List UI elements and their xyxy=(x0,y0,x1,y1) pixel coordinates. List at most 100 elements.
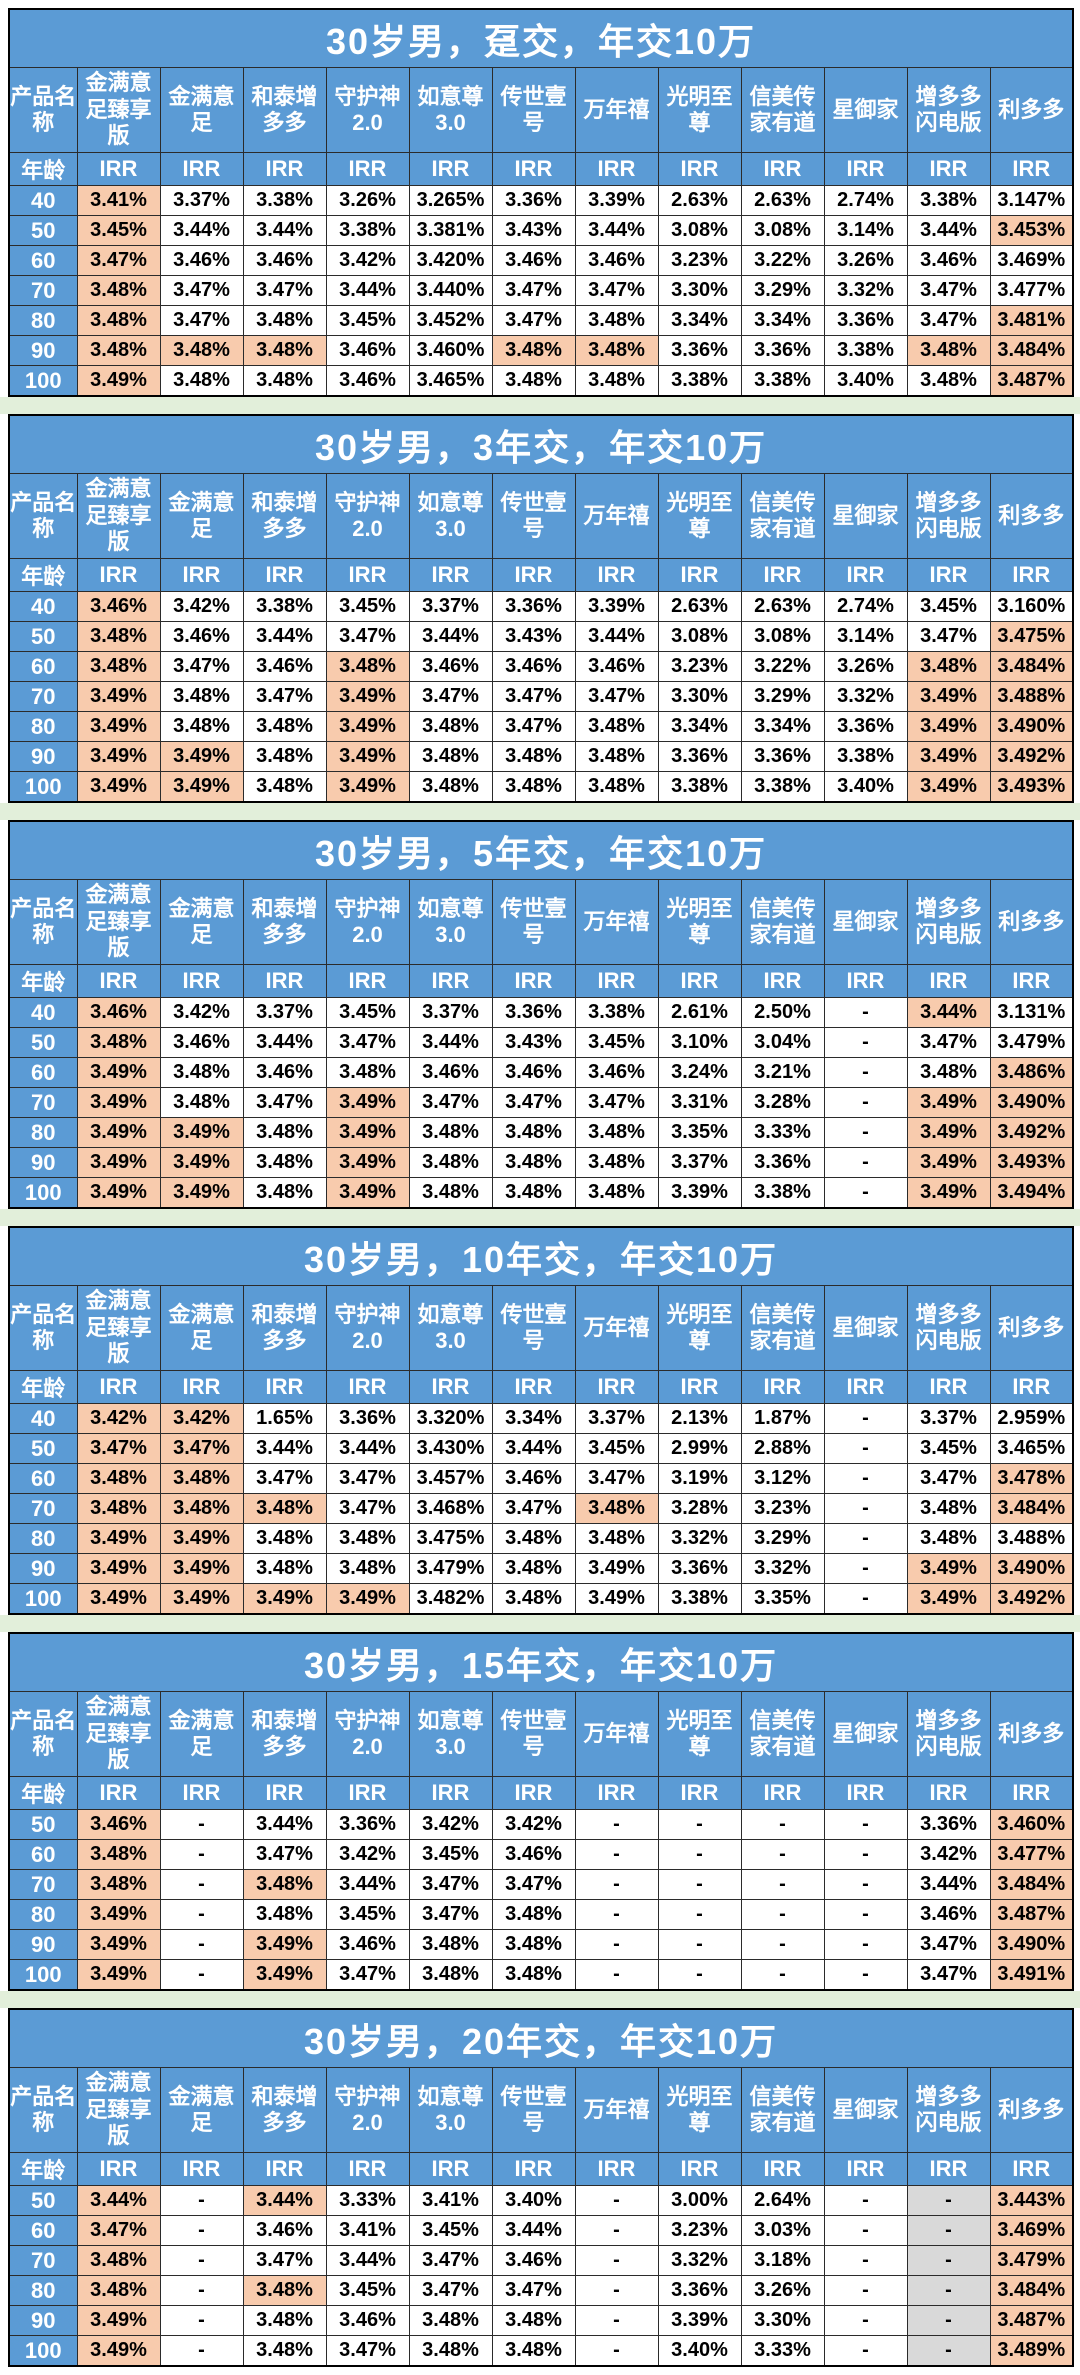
irr-value-cell: 3.452% xyxy=(408,305,493,336)
irr-label-cell: IRR xyxy=(242,1776,327,1810)
data-row-age-70: 70 3.49% 3.48% 3.47% 3.49% 3.47% 3.47% 3.47% 3.3… xyxy=(8,1087,1074,1118)
product-name-header: 产品名称 xyxy=(8,879,78,965)
table-section-10yr-pay: 30岁男，10年交，年交10万 产品名称 金满意足臻享版 金满意足 和泰增多多 守护神2… xyxy=(0,1226,1080,1615)
irr-table-3yr-pay: 30岁男，3年交，年交10万 产品名称 金满意足臻享版 金满意足 和泰增多多 守护神2.… xyxy=(8,414,1075,803)
irr-label-cell: IRR xyxy=(491,152,576,186)
product-header-cell: 星御家 xyxy=(823,67,908,153)
irr-label-cell: IRR xyxy=(76,2152,161,2186)
irr-value-cell: 3.33% xyxy=(740,1117,825,1148)
product-header-row: 产品名称 金满意足臻享版 金满意足 和泰增多多 守护神2.0 如意尊3.0 传世壹号 万年禧光… xyxy=(8,1285,1074,1371)
irr-value-cell: 3.48% xyxy=(242,771,327,803)
irr-value-cell: 3.48% xyxy=(76,651,161,682)
irr-value-cell: 3.492% xyxy=(989,741,1074,772)
data-row-age-60: 60 3.47% 3.46% 3.46% 3.42% 3.420% 3.46% 3.46% 3.… xyxy=(8,245,1074,276)
age-cell: 90 xyxy=(8,2305,78,2336)
irr-label-cell: IRR xyxy=(906,1776,991,1810)
irr-value-cell: 3.45% xyxy=(408,2215,493,2246)
irr-value-cell: - xyxy=(574,1959,659,1991)
irr-value-cell: 3.36% xyxy=(906,1809,991,1840)
age-cell: 80 xyxy=(8,305,78,336)
irr-value-cell: 3.47% xyxy=(159,275,244,306)
data-row-age-60: 60 3.48% -3.47% 3.42% 3.45% 3.46% - - - -3.42% 3.4… xyxy=(8,1839,1074,1870)
irr-value-cell: 3.49% xyxy=(906,1087,991,1118)
product-header-cell: 守护神2.0 xyxy=(325,1691,410,1777)
irr-value-cell: - xyxy=(159,1929,244,1960)
irr-value-cell: 3.47% xyxy=(325,1463,410,1494)
irr-value-cell: 3.46% xyxy=(325,365,410,397)
data-row-age-80: 80 3.48% 3.47% 3.48% 3.45% 3.452% 3.47% 3.48% 3.… xyxy=(8,305,1074,336)
irr-label-cell: IRR xyxy=(76,152,161,186)
data-row-age-70: 70 3.48% 3.48% 3.48% 3.47% 3.468% 3.47% 3.48% 3.… xyxy=(8,1493,1074,1524)
product-header-cell: 光明至尊 xyxy=(657,1285,742,1371)
irr-value-cell: 3.35% xyxy=(740,1583,825,1615)
irr-value-cell: 3.47% xyxy=(408,2275,493,2306)
product-header-cell: 金满意足 xyxy=(159,2067,244,2153)
irr-value-cell: 3.32% xyxy=(740,1553,825,1584)
irr-value-cell: 3.44% xyxy=(906,997,991,1028)
irr-value-cell: 3.47% xyxy=(325,1959,410,1991)
product-header-cell: 守护神2.0 xyxy=(325,2067,410,2153)
irr-value-cell: - xyxy=(823,1809,908,1840)
irr-value-cell: 3.492% xyxy=(989,1117,1074,1148)
age-cell: 70 xyxy=(8,275,78,306)
irr-value-cell: 3.489% xyxy=(989,2335,1074,2367)
product-header-cell: 增多多闪电版 xyxy=(906,2067,991,2153)
irr-value-cell: 3.47% xyxy=(491,1087,576,1118)
irr-value-cell: 3.36% xyxy=(657,1553,742,1584)
irr-value-cell: - xyxy=(574,1869,659,1900)
irr-value-cell: 3.46% xyxy=(491,1463,576,1494)
data-row-age-90: 90 3.49% -3.48% 3.46% 3.48% 3.48% -3.39% 3.30% -… xyxy=(8,2305,1074,2336)
irr-value-cell: 3.41% xyxy=(76,185,161,216)
irr-value-cell: 3.48% xyxy=(159,1087,244,1118)
irr-value-cell: 3.48% xyxy=(242,1147,327,1178)
irr-value-cell: 3.481% xyxy=(989,305,1074,336)
irr-value-cell: 3.46% xyxy=(242,245,327,276)
irr-value-cell: 3.47% xyxy=(491,681,576,712)
irr-value-cell: 3.42% xyxy=(491,1809,576,1840)
irr-label-cell: IRR xyxy=(242,1370,327,1404)
irr-label-cell: IRR xyxy=(657,1370,742,1404)
irr-value-cell: 3.48% xyxy=(76,2245,161,2276)
irr-value-cell: - xyxy=(159,2245,244,2276)
product-header-cell: 守护神2.0 xyxy=(325,879,410,965)
irr-value-cell: 3.49% xyxy=(325,1177,410,1209)
irr-value-cell: 3.14% xyxy=(823,215,908,246)
irr-value-cell: 3.48% xyxy=(408,1117,493,1148)
irr-value-cell: 2.50% xyxy=(740,997,825,1028)
irr-value-cell: 3.48% xyxy=(574,1177,659,1209)
irr-value-cell: 3.47% xyxy=(242,1087,327,1118)
irr-value-cell: 3.38% xyxy=(325,215,410,246)
product-header-cell: 增多多闪电版 xyxy=(906,473,991,559)
irr-value-cell: 3.44% xyxy=(408,1027,493,1058)
irr-value-cell: 3.44% xyxy=(325,2245,410,2276)
irr-value-cell: 3.45% xyxy=(325,2275,410,2306)
irr-value-cell: 3.46% xyxy=(574,1057,659,1088)
irr-value-cell: 3.49% xyxy=(76,1523,161,1554)
data-row-age-50: 50 3.45% 3.44% 3.44% 3.38% 3.381% 3.43% 3.44% 3.… xyxy=(8,215,1074,246)
product-header-cell: 利多多 xyxy=(989,1285,1074,1371)
irr-value-cell: 3.46% xyxy=(574,651,659,682)
irr-value-cell: 3.42% xyxy=(159,1403,244,1434)
table-section-single-pay: 30岁男，趸交，年交10万 产品名称 金满意足臻享版 金满意足 和泰增多多 守护神2.0… xyxy=(0,8,1080,397)
irr-value-cell: 3.45% xyxy=(325,997,410,1028)
irr-value-cell: - xyxy=(740,1809,825,1840)
product-header-cell: 和泰增多多 xyxy=(242,1285,327,1371)
irr-value-cell: 3.48% xyxy=(242,365,327,397)
irr-value-cell: 3.45% xyxy=(906,591,991,622)
irr-value-cell: 3.48% xyxy=(159,335,244,366)
product-header-cell: 金满意足臻享版 xyxy=(76,473,161,559)
irr-value-cell: 3.47% xyxy=(906,1959,991,1991)
irr-value-cell: - xyxy=(823,2305,908,2336)
irr-value-cell: 3.37% xyxy=(574,1403,659,1434)
irr-value-cell: 3.47% xyxy=(325,1493,410,1524)
irr-value-cell: 3.453% xyxy=(989,215,1074,246)
irr-value-cell: 3.478% xyxy=(989,1463,1074,1494)
irr-value-cell: 3.23% xyxy=(657,2215,742,2246)
irr-value-cell: 3.48% xyxy=(906,1493,991,1524)
irr-value-cell: 3.47% xyxy=(491,711,576,742)
age-cell: 80 xyxy=(8,1523,78,1554)
age-cell: 100 xyxy=(8,1583,78,1615)
irr-label-cell: IRR xyxy=(823,152,908,186)
irr-value-cell: 3.49% xyxy=(325,711,410,742)
irr-value-cell: - xyxy=(574,2275,659,2306)
